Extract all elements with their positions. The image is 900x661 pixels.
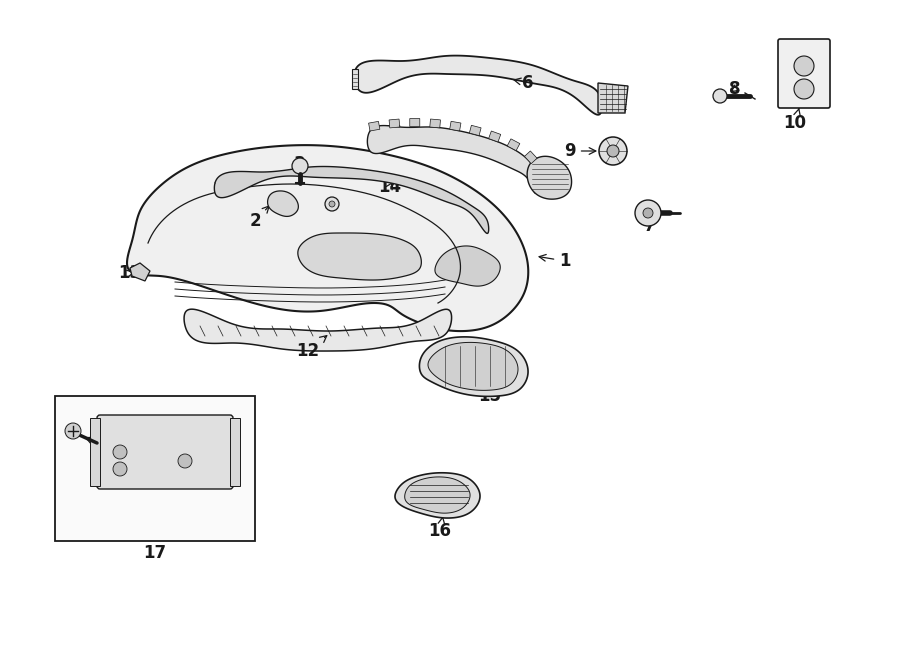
Circle shape [178, 454, 192, 468]
Circle shape [794, 56, 814, 76]
Text: 7: 7 [644, 205, 656, 235]
Text: 13: 13 [119, 264, 141, 282]
Circle shape [635, 200, 661, 226]
Circle shape [599, 137, 627, 165]
Text: 4: 4 [324, 197, 336, 215]
Polygon shape [527, 156, 572, 199]
Text: 3: 3 [294, 155, 306, 173]
Polygon shape [405, 477, 470, 513]
Polygon shape [489, 131, 500, 142]
Polygon shape [410, 118, 419, 126]
Text: 6: 6 [514, 74, 534, 92]
Text: 9: 9 [564, 142, 596, 160]
Polygon shape [419, 337, 528, 397]
Polygon shape [367, 126, 536, 193]
Text: 11: 11 [382, 124, 404, 142]
Polygon shape [267, 191, 299, 216]
Text: 15: 15 [470, 387, 501, 405]
Text: 16: 16 [428, 516, 452, 540]
Circle shape [113, 462, 127, 476]
Polygon shape [389, 119, 400, 128]
Circle shape [329, 201, 335, 207]
Text: 1: 1 [539, 252, 571, 270]
Text: 17: 17 [143, 544, 166, 562]
Polygon shape [214, 167, 489, 233]
Text: 2: 2 [249, 206, 269, 230]
FancyBboxPatch shape [97, 415, 233, 489]
Circle shape [643, 208, 653, 218]
Polygon shape [598, 83, 628, 113]
Polygon shape [525, 151, 537, 164]
Text: 18: 18 [86, 438, 140, 465]
Polygon shape [430, 119, 440, 128]
FancyBboxPatch shape [55, 396, 255, 541]
Polygon shape [470, 126, 482, 136]
Polygon shape [90, 418, 100, 486]
Polygon shape [352, 69, 358, 89]
Polygon shape [450, 122, 461, 131]
Circle shape [713, 89, 727, 103]
Text: 14: 14 [378, 178, 401, 196]
Text: 12: 12 [296, 336, 327, 360]
Text: 8: 8 [729, 80, 741, 98]
Text: 10: 10 [784, 108, 806, 132]
Polygon shape [428, 342, 518, 391]
Circle shape [113, 445, 127, 459]
Circle shape [292, 158, 308, 174]
Circle shape [325, 197, 339, 211]
Text: 5: 5 [535, 165, 545, 183]
Polygon shape [184, 309, 452, 351]
Polygon shape [508, 139, 520, 151]
Polygon shape [127, 145, 528, 331]
Polygon shape [355, 56, 602, 115]
Polygon shape [435, 246, 500, 286]
Polygon shape [130, 263, 150, 281]
Circle shape [794, 79, 814, 99]
Circle shape [607, 145, 619, 157]
Polygon shape [395, 473, 480, 518]
Polygon shape [298, 233, 421, 280]
Polygon shape [369, 122, 380, 131]
Circle shape [65, 423, 81, 439]
FancyBboxPatch shape [778, 39, 830, 108]
Polygon shape [230, 418, 240, 486]
